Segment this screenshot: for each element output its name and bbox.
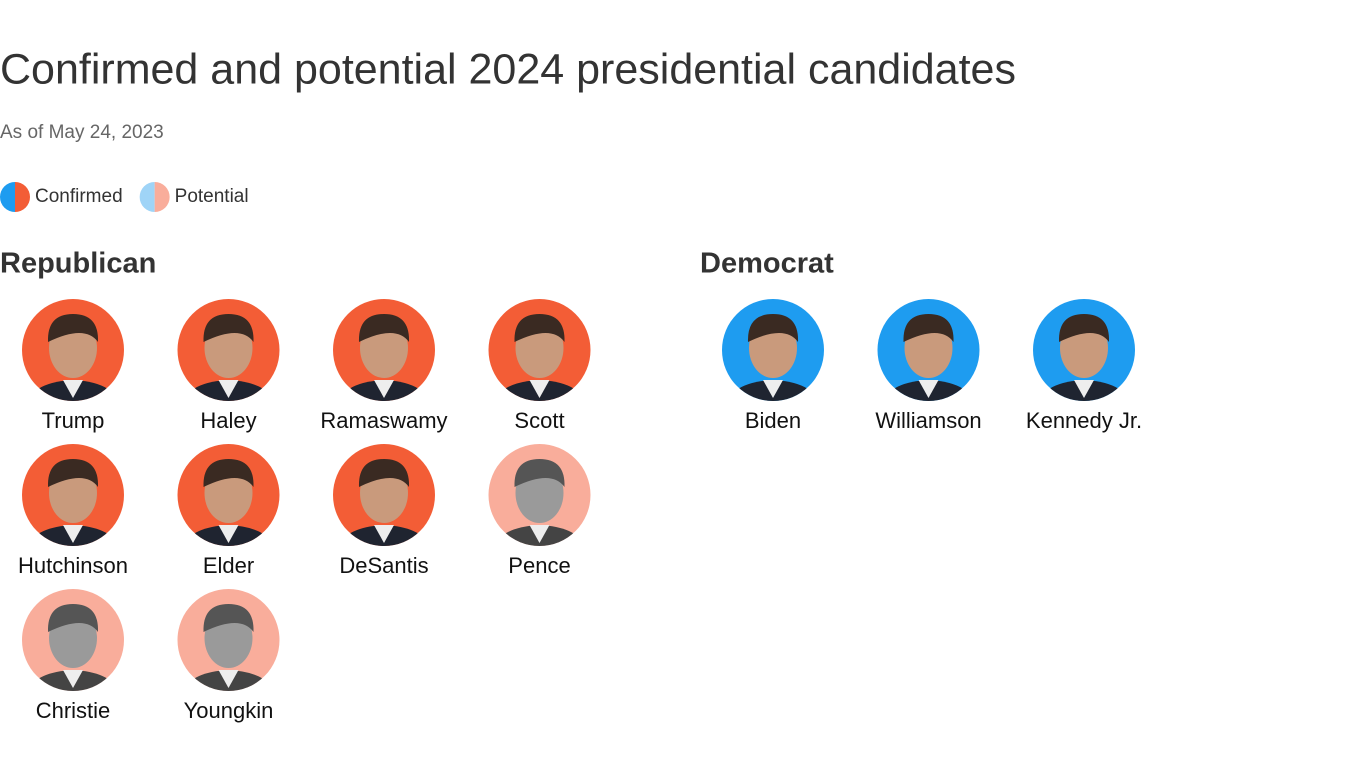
collar (763, 380, 783, 398)
candidate-name: Youngkin (184, 698, 274, 723)
candidate-name: Elder (203, 553, 254, 578)
candidate-name: Scott (514, 408, 564, 433)
hair (47, 459, 99, 487)
legend-swatch-left (0, 182, 15, 212)
candidate-name: Williamson (875, 408, 981, 433)
candidate-name: Christie (36, 698, 111, 723)
hair (203, 604, 254, 632)
title: Confirmed and potential 2024 presidentia… (0, 45, 1016, 93)
collar (63, 670, 83, 688)
candidate-name: DeSantis (339, 553, 428, 578)
hair (747, 314, 799, 342)
candidate-name: Ramaswamy (320, 408, 447, 433)
group-title: Republican (0, 248, 156, 280)
collar (218, 525, 239, 543)
collar (374, 380, 394, 398)
legend-label: Potential (175, 186, 249, 207)
group-title: Democrat (700, 248, 834, 280)
subtitle: As of May 24, 2023 (0, 122, 164, 143)
candidate-name: Hutchinson (18, 553, 128, 578)
hair (903, 314, 954, 342)
legend-swatch-left (139, 182, 155, 212)
collar (63, 525, 83, 543)
collar (1074, 380, 1094, 398)
collar (218, 380, 239, 398)
candidate-name: Pence (508, 553, 570, 578)
hair (514, 314, 565, 342)
legend-swatch-right (154, 182, 170, 212)
candidate-name: Haley (200, 408, 256, 433)
legend-label: Confirmed (35, 186, 123, 207)
collar (218, 670, 239, 688)
hair (514, 459, 565, 487)
hair (203, 314, 254, 342)
collar (374, 525, 394, 543)
collar (918, 380, 939, 398)
collar (529, 525, 550, 543)
collar (529, 380, 550, 398)
hair (358, 314, 410, 342)
collar (63, 380, 83, 398)
legend-swatch-right (15, 182, 30, 212)
hair (358, 459, 410, 487)
candidate-name: Trump (42, 408, 105, 433)
candidate-name: Biden (745, 408, 801, 433)
hair (47, 314, 99, 342)
hair (47, 604, 99, 632)
hair (1058, 314, 1110, 342)
candidate-name: Kennedy Jr. (1026, 408, 1142, 433)
hair (203, 459, 254, 487)
